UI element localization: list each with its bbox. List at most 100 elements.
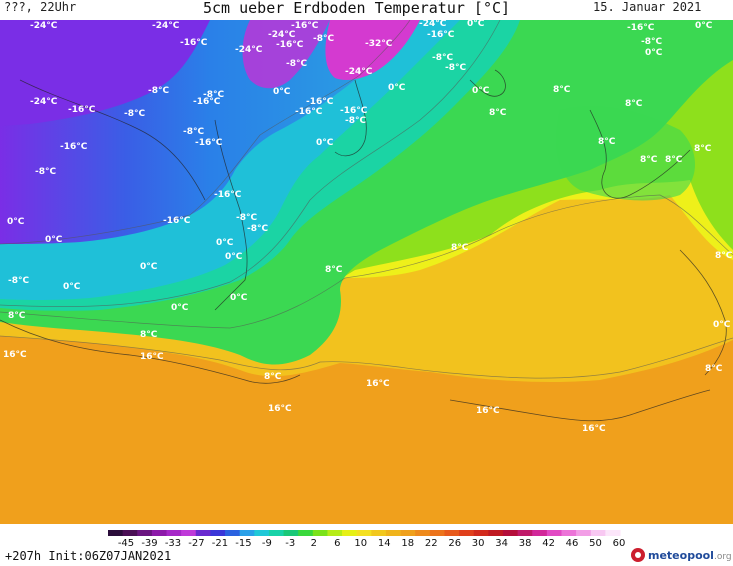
colorbar-cell — [108, 530, 124, 536]
brand-name-text: meteopool — [648, 548, 714, 562]
temp-label: -8°C — [432, 53, 453, 63]
colorbar-tick-label: 14 — [378, 538, 391, 546]
temp-label: -16°C — [60, 142, 88, 152]
colorbar-cell — [385, 530, 402, 536]
temp-label: -16°C — [276, 40, 304, 50]
temp-label: 8°C — [451, 243, 469, 253]
temp-label: -16°C — [163, 216, 191, 226]
colorbar-cell — [356, 530, 372, 536]
colorbar-tick-label: 10 — [354, 538, 367, 546]
temp-label: 0°C — [7, 217, 25, 227]
colorbar-cell — [444, 530, 460, 536]
colorbar-tick-label: -15 — [235, 538, 251, 546]
temp-label: -16°C — [68, 105, 96, 115]
colorbar-cell — [371, 530, 387, 536]
colorbar-cell — [181, 530, 197, 536]
temp-label: 16°C — [140, 352, 164, 362]
temp-label: -24°C — [345, 67, 373, 77]
colorbar-tick-label: 6 — [334, 538, 340, 546]
temp-label: -16°C — [340, 106, 368, 116]
temp-label: -32°C — [365, 39, 393, 49]
temp-label: -8°C — [313, 34, 334, 44]
colorbar-cell — [502, 530, 519, 536]
colorbar-cells — [108, 530, 621, 536]
colorbar-cell — [327, 530, 343, 536]
colorbar-cell — [576, 530, 592, 536]
temp-label: -16°C — [180, 38, 208, 48]
temp-label: 8°C — [325, 265, 343, 275]
temp-label: -24°C — [235, 45, 263, 55]
temp-label: 16°C — [268, 404, 292, 414]
colorbar-tick-label: 42 — [542, 538, 555, 546]
field-greenland-cold — [242, 20, 330, 89]
colorbar-tick-label: 34 — [495, 538, 508, 546]
temp-label: 8°C — [598, 137, 616, 147]
colorbar-cell — [605, 530, 621, 536]
field-europe-green — [556, 106, 695, 201]
temp-label: 0°C — [388, 83, 406, 93]
colorbar-tick-label: -3 — [285, 538, 295, 546]
contours — [0, 20, 733, 379]
temp-label: 8°C — [640, 155, 658, 165]
colorbar-cell — [459, 530, 475, 536]
temp-label: 0°C — [230, 293, 248, 303]
brand-logo-block[interactable]: meteopool.org — [631, 545, 732, 565]
temp-label: 16°C — [476, 406, 500, 416]
temp-label: 8°C — [140, 330, 158, 340]
temp-label: -16°C — [195, 138, 223, 148]
colorbar-cell — [268, 530, 285, 536]
colorbar-cell — [488, 530, 504, 536]
colorbar-tick-label: -9 — [262, 538, 272, 546]
temp-label: -8°C — [641, 37, 662, 47]
temp-label: -8°C — [124, 109, 145, 119]
colorbar-cell — [122, 530, 138, 536]
colorbar-tick-label: -45 — [118, 538, 134, 546]
brand-name: meteopool.org — [648, 549, 732, 562]
colorbar-cell — [151, 530, 168, 536]
temp-label: -8°C — [35, 167, 56, 177]
temp-label: 8°C — [489, 108, 507, 118]
temp-label: 0°C — [45, 235, 63, 245]
header-bar: ???, 22Uhr 5cm ueber Erdboden Temperatur… — [0, 0, 733, 20]
valid-date-label: 15. Januar 2021 — [593, 0, 702, 14]
valid-time-label: ???, 22Uhr — [4, 0, 77, 14]
colorbar-tick-label: 2 — [311, 538, 317, 546]
temp-label: 0°C — [216, 238, 234, 248]
temp-label: 0°C — [140, 262, 158, 272]
temp-label: 0°C — [273, 87, 291, 97]
temp-label: 16°C — [366, 379, 390, 389]
brand-tld: .org — [713, 551, 732, 562]
temp-label: -8°C — [148, 86, 169, 96]
map-title: 5cm ueber Erdboden Temperatur [°C] — [203, 0, 511, 17]
colorbar-cell — [225, 530, 241, 536]
colorbar-cell — [473, 530, 489, 536]
temp-label: 0°C — [695, 21, 713, 31]
temp-label: 0°C — [171, 303, 189, 313]
colorbar-cell — [517, 530, 533, 536]
colorbar-tick-label: 22 — [425, 538, 438, 546]
footer-bar: -45 -39 -33 -27 -21 -15 -9 -3 2 6 10 14 18 22 26 30 34 38… — [0, 524, 733, 566]
temperature-map[interactable]: -24°C -24°C -16°C -24°C -24°C -16°C -16°… — [0, 20, 733, 524]
temp-label: 0°C — [472, 86, 490, 96]
colorbar-cell — [561, 530, 577, 536]
temp-label: -16°C — [306, 97, 334, 107]
colorbar-cell — [312, 530, 328, 536]
temp-label: -8°C — [236, 213, 257, 223]
temp-label: 0°C — [645, 48, 663, 58]
temp-label: -8°C — [203, 90, 224, 100]
temp-label: -16°C — [291, 21, 319, 31]
temp-label: -8°C — [8, 276, 29, 286]
temp-label: -16°C — [627, 23, 655, 33]
temp-label: 0°C — [316, 138, 334, 148]
colorbar-tick-label: 38 — [519, 538, 532, 546]
temp-label: -8°C — [183, 127, 204, 137]
temp-label: 0°C — [225, 252, 243, 262]
field-magenta — [325, 20, 420, 80]
colorbar-cell — [429, 530, 445, 536]
temp-label: -16°C — [193, 97, 221, 107]
temp-label: 8°C — [625, 99, 643, 109]
temp-label: -24°C — [152, 21, 180, 31]
colorbar-cell — [239, 530, 255, 536]
colorbar-cell — [254, 530, 270, 536]
